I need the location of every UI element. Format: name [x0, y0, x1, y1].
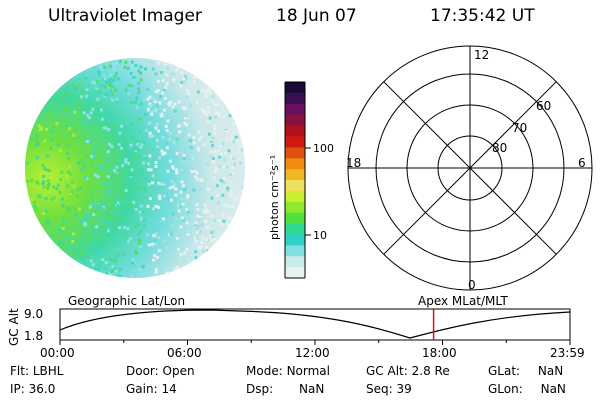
image-title: Ultraviolet Imager [48, 6, 202, 26]
info-glon-value: NaN [540, 382, 566, 396]
colorbar-segment [285, 212, 305, 225]
info-gc-alt: GC Alt: 2.8 Re [366, 364, 450, 378]
info-gain: Gain: 14 [126, 382, 177, 396]
info-mode: Mode: Normal [246, 364, 330, 378]
info-gain-label: Gain: [126, 382, 158, 396]
info-glat-label: GLat: [488, 364, 521, 378]
timeline-x-tick-0000: 00:00 [40, 346, 75, 360]
info-filter-value: LBHL [32, 364, 64, 378]
info-gc-alt-label: GC Alt: [366, 364, 408, 378]
colorbar-segment [285, 234, 305, 246]
colorbar-segment [285, 180, 305, 192]
colorbar-segment [285, 82, 305, 94]
colorbar-segment [285, 103, 305, 116]
lat-label-80: 80 [492, 141, 507, 155]
color-bar [285, 82, 305, 279]
colorbar-segment [285, 190, 305, 203]
info-filter: Flt: LBHL [10, 364, 63, 378]
colorbar-tick-10: 10 [313, 229, 327, 242]
info-seq-value: 39 [396, 382, 412, 396]
colorbar-segment [285, 147, 305, 159]
colorbar-segment [285, 267, 305, 279]
image-date: 18 Jun 07 [276, 6, 357, 26]
colorbar-segment [285, 256, 305, 268]
timeline-x-tick-0600: 06:00 [167, 346, 202, 360]
info-filter-label: Flt: [10, 364, 29, 378]
mlt-label-0: 0 [468, 278, 476, 292]
timeline-x-tick-2359: 23:59 [550, 346, 585, 360]
info-door-label: Door: [126, 364, 159, 378]
colorbar-segment [285, 92, 305, 105]
info-door: Door: Open [126, 364, 195, 378]
info-dsp: Dsp: NaN [246, 382, 324, 396]
colorbar-unit-label: photon cm⁻²s⁻¹ [268, 155, 281, 240]
timeline-title-right: Apex MLat/MLT [418, 294, 508, 308]
info-ip-label: IP: [10, 382, 25, 396]
timeline-x-tick-1800: 18:00 [422, 346, 457, 360]
colorbar-segment [285, 245, 305, 257]
uv-earth-image [25, 58, 245, 278]
info-seq: Seq: 39 [366, 382, 412, 396]
info-mode-value: Normal [286, 364, 330, 378]
info-seq-label: Seq: [366, 382, 393, 396]
timeline-y-tick-low: 1.8 [24, 329, 43, 343]
info-ip: IP: 36.0 [10, 382, 55, 396]
timeline-panel: Geographic Lat/Lon Apex MLat/MLT GC Alt … [7, 294, 585, 360]
timeline-title-left: Geographic Lat/Lon [68, 294, 185, 308]
colorbar-segment [285, 169, 305, 181]
colorbar-tick-100: 100 [313, 142, 334, 155]
info-door-value: Open [162, 364, 195, 378]
polar-grid [347, 45, 593, 291]
info-gc-alt-value: 2.8 Re [411, 364, 450, 378]
colorbar-segment [285, 158, 305, 170]
timeline-y-label: GC Alt [7, 308, 21, 346]
info-mode-label: Mode: [246, 364, 283, 378]
info-dsp-label: Dsp: [246, 382, 274, 396]
colorbar-segment [285, 201, 305, 214]
timeline-y-tick-high: 9.0 [24, 307, 43, 321]
info-glat-value: NaN [537, 364, 564, 378]
info-dsp-value: NaN [298, 382, 325, 396]
info-glon-label: GLon: [488, 382, 523, 396]
mlt-label-6: 6 [578, 156, 586, 170]
colorbar-segment [285, 125, 305, 137]
lat-label-60: 60 [536, 99, 551, 113]
info-ip-value: 36.0 [28, 382, 56, 396]
info-glat: GLat: NaN [488, 364, 563, 378]
timeline-x-tick-1200: 12:00 [295, 346, 330, 360]
colorbar-segment [285, 114, 305, 127]
colorbar-segment [285, 136, 305, 148]
info-gain-value: 14 [161, 382, 177, 396]
lat-label-70: 70 [512, 121, 527, 135]
mlt-label-12: 12 [474, 48, 489, 62]
colorbar-segment [285, 223, 305, 235]
info-glon: GLon: NaN [488, 382, 566, 396]
mlt-label-18: 18 [346, 156, 361, 170]
image-time: 17:35:42 UT [430, 6, 535, 26]
